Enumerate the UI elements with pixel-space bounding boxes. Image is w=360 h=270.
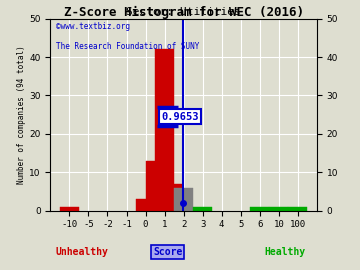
Bar: [269, 207, 288, 211]
Y-axis label: Number of companies (94 total): Number of companies (94 total): [17, 45, 26, 184]
Title: Z-Score Histogram for WEC (2016): Z-Score Histogram for WEC (2016): [64, 6, 303, 19]
Bar: [251, 207, 269, 211]
Bar: [288, 207, 307, 211]
Bar: [136, 199, 155, 211]
Text: Unhealthy: Unhealthy: [56, 247, 109, 257]
Bar: [60, 207, 79, 211]
Text: The Research Foundation of SUNY: The Research Foundation of SUNY: [56, 42, 199, 51]
Text: Score: Score: [153, 247, 182, 257]
Bar: [146, 161, 165, 211]
Text: ©www.textbiz.org: ©www.textbiz.org: [56, 22, 130, 32]
Bar: [165, 184, 183, 211]
Bar: [155, 49, 174, 211]
Text: 0.9653: 0.9653: [161, 112, 199, 122]
Text: Sector: Utilities: Sector: Utilities: [126, 7, 241, 17]
Bar: [193, 207, 212, 211]
Bar: [174, 188, 193, 211]
Text: Healthy: Healthy: [264, 247, 305, 257]
